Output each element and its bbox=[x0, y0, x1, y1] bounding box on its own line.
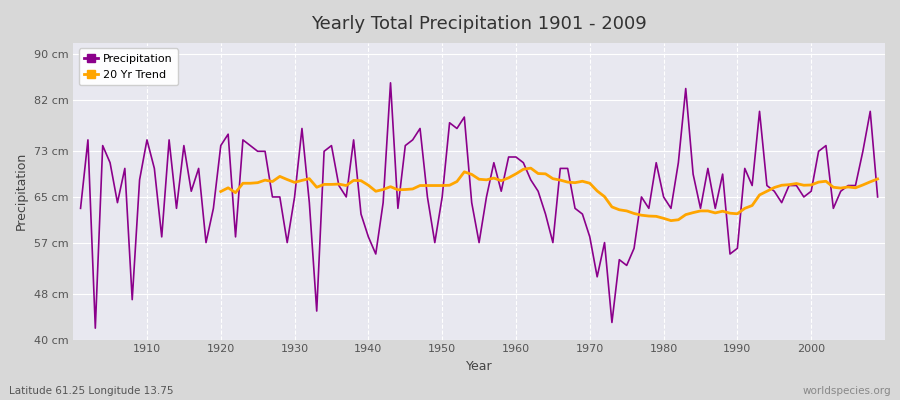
X-axis label: Year: Year bbox=[466, 360, 492, 373]
Text: worldspecies.org: worldspecies.org bbox=[803, 386, 891, 396]
Y-axis label: Precipitation: Precipitation bbox=[15, 152, 28, 230]
Title: Yearly Total Precipitation 1901 - 2009: Yearly Total Precipitation 1901 - 2009 bbox=[311, 15, 647, 33]
Text: Latitude 61.25 Longitude 13.75: Latitude 61.25 Longitude 13.75 bbox=[9, 386, 174, 396]
Legend: Precipitation, 20 Yr Trend: Precipitation, 20 Yr Trend bbox=[78, 48, 178, 85]
